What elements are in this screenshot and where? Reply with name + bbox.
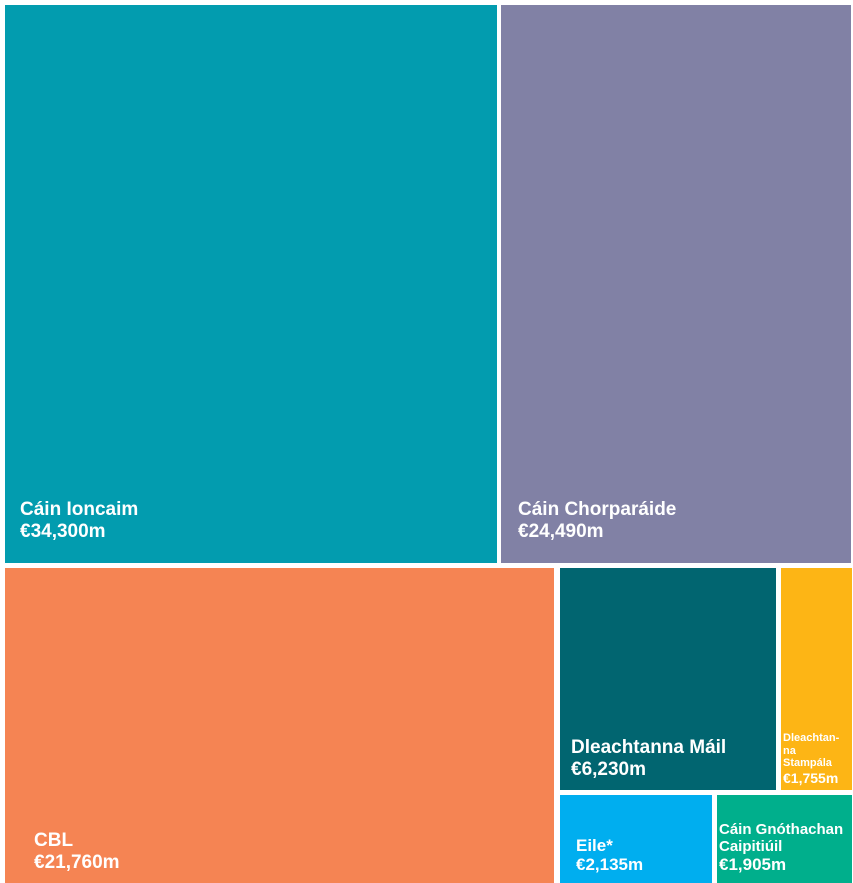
tile-value: €21,760m — [34, 852, 120, 874]
tile-label: Dleachtan-na Stampála €1,755m — [783, 732, 839, 786]
tile-label: Cáin Gnóthachan Caipitiúil €1,905m — [719, 821, 843, 875]
tile-cain-gnothachan-caipitiuil: Cáin Gnóthachan Caipitiúil €1,905m — [717, 795, 852, 883]
tile-name: CBL — [34, 830, 74, 852]
tile-cain-chorparaide: Cáin Chorparáide €24,490m — [501, 5, 851, 563]
tile-value: €24,490m — [518, 521, 604, 543]
tile-label: Dleachtanna Máil €6,230m — [571, 737, 726, 781]
tile-label: Cáin Chorparáide €24,490m — [518, 499, 676, 543]
tile-eile: Eile* €2,135m — [560, 795, 712, 883]
tile-value: €1,755m — [783, 769, 839, 786]
tile-value: €1,905m — [719, 855, 787, 875]
tile-name: Dleachtanna Máil — [571, 737, 727, 759]
tile-label: CBL €21,760m — [34, 830, 120, 874]
tile-label: Eile* €2,135m — [576, 836, 643, 875]
tile-cain-ioncaim: Cáin Ioncaim €34,300m — [5, 5, 497, 563]
tile-name: Eile* — [576, 835, 613, 855]
tile-name: Cáin Chorparáide — [518, 499, 677, 521]
tile-dleachtanna-mail: Dleachtanna Máil €6,230m — [560, 568, 776, 790]
tile-name: Cáin Gnóthachan Caipitiúil — [719, 820, 844, 856]
tile-value: €2,135m — [576, 855, 644, 875]
tile-name: Dleachtan-na Stampála — [783, 731, 840, 770]
tile-label: Cáin Ioncaim €34,300m — [20, 499, 138, 543]
tile-value: €6,230m — [571, 759, 647, 781]
tile-dleachtanna-stampala: Dleachtan-na Stampála €1,755m — [781, 568, 852, 790]
tile-cbl: CBL €21,760m — [5, 568, 554, 883]
tile-value: €34,300m — [20, 521, 106, 543]
tile-name: Cáin Ioncaim — [20, 499, 139, 521]
